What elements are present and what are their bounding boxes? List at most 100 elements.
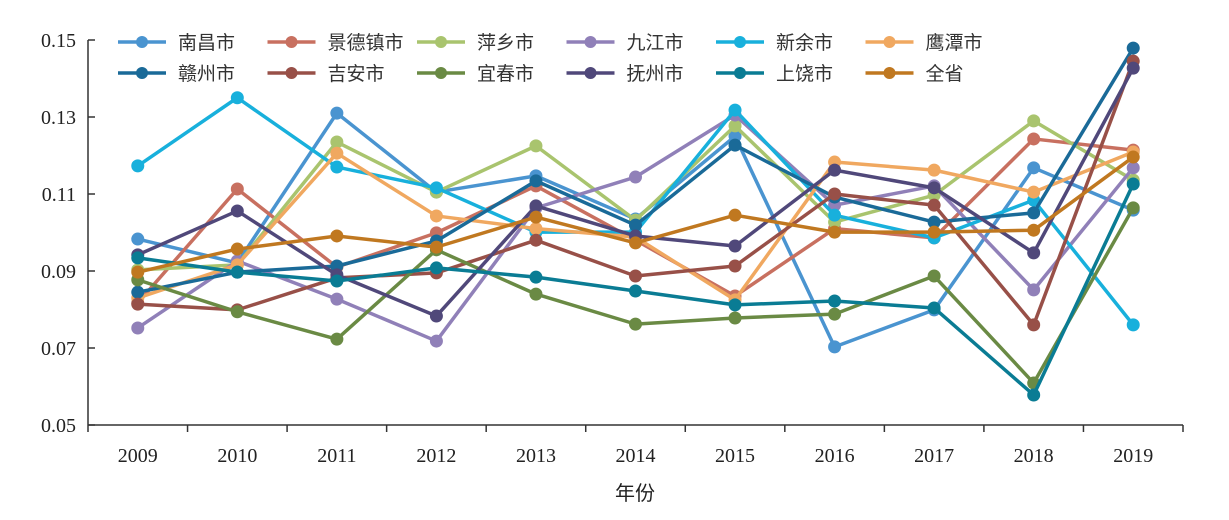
data-point [529,287,543,301]
data-point [529,174,543,188]
legend-marker [136,36,148,48]
data-point [927,215,941,229]
legend-label: 吉安市 [328,63,385,85]
data-point [330,332,344,346]
legend-marker [584,36,597,48]
data-point [629,317,642,331]
legend-label: 抚州市 [627,63,684,85]
data-point [927,269,941,283]
data-point [828,163,842,177]
legend-label: 鹰潭市 [926,32,983,54]
legend-marker [734,67,746,79]
data-point [927,301,941,315]
data-point [1126,318,1140,332]
legend-item: 鹰潭市 [865,32,983,54]
y-tick-label: 0.09 [41,261,76,283]
data-point [131,265,145,279]
legend-label: 赣州市 [178,63,235,85]
data-point [330,135,344,149]
data-point [1027,206,1041,220]
legend-item: 吉安市 [267,63,385,85]
data-point [529,233,543,247]
data-point [529,139,543,153]
data-point [1027,185,1041,199]
legend-marker [435,36,447,48]
data-point [629,284,642,298]
legend-label: 上饶市 [776,63,833,85]
legend-label: 景德镇市 [328,32,404,54]
x-tick-label: 2015 [715,445,755,467]
data-point [1126,161,1140,175]
data-point [429,181,443,195]
legend-label: 萍乡市 [477,32,534,54]
data-point [728,208,742,222]
legend-marker [285,67,298,79]
data-point [1027,318,1041,332]
data-point [330,146,344,160]
y-tick-label: 0.11 [42,184,76,206]
data-point [429,261,443,275]
data-point [629,269,642,283]
data-point [828,307,842,321]
data-point [429,334,443,348]
y-tick-label: 0.07 [41,338,76,360]
data-point [330,229,344,243]
data-point [728,298,742,312]
data-point [728,119,742,133]
data-point [1027,114,1041,128]
legend-item: 九江市 [566,32,684,54]
series-group [131,41,1140,402]
y-tick-label: 0.05 [41,415,76,437]
data-point [429,209,443,223]
data-point [529,222,543,236]
data-point [131,285,145,299]
legend-item: 景德镇市 [267,32,404,54]
x-tick-label: 2009 [118,445,158,467]
series-9 [131,201,1140,390]
legend-marker [734,36,746,48]
data-point [131,297,145,311]
legend-marker [584,67,597,79]
data-point [529,199,543,213]
x-tick-label: 2016 [815,445,855,467]
data-point [927,163,941,177]
data-point [828,187,842,201]
data-point [728,259,742,273]
data-point [728,311,742,325]
data-point [728,239,742,253]
legend-marker [435,67,447,79]
legend-item: 抚州市 [566,63,684,85]
data-point [529,270,543,284]
x-tick-label: 2018 [1014,445,1054,467]
legend-item: 南昌市 [118,32,235,54]
legend-item: 赣州市 [118,63,235,85]
data-point [1027,283,1041,297]
legend-item: 新余市 [716,32,833,54]
legend-item: 全省 [865,63,964,85]
data-point [828,294,842,308]
data-point [828,340,842,354]
data-point [728,138,742,152]
legend-marker [883,67,896,79]
data-point [1126,41,1140,55]
data-point [230,242,244,256]
data-point [330,160,344,174]
data-point [529,210,543,224]
legend-marker [136,67,148,79]
data-point [429,240,443,254]
data-point [1126,201,1140,215]
legend-marker [883,36,896,48]
data-point [1027,161,1041,175]
data-point [1126,150,1140,164]
legend-marker [285,36,298,48]
legend-item: 萍乡市 [417,32,534,54]
data-point [1027,223,1041,237]
y-tick-label: 0.13 [41,107,76,129]
x-tick-label: 2013 [516,445,556,467]
data-point [728,103,742,117]
data-point [131,159,145,173]
data-point [230,204,244,218]
data-point [330,292,344,306]
